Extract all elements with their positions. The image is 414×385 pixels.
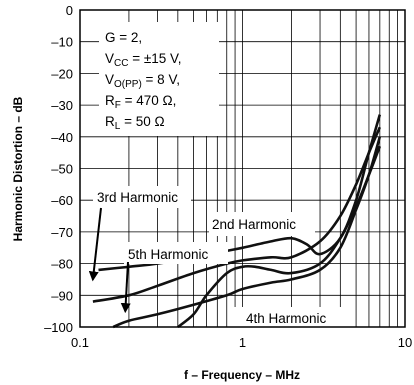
conditions-legend: G = 2, VCC = ±15 V, VO(PP) = 8 V, RF = 4… xyxy=(105,30,182,132)
annotation-4th-harmonic: 4th Harmonic xyxy=(246,311,327,326)
annotation-2nd-harmonic: 2nd Harmonic xyxy=(212,217,296,232)
y-axis-title: Harmonic Distortion – dB xyxy=(11,96,25,241)
condition-rl: RL = 50 Ω xyxy=(105,114,165,132)
x-tick-label: 1 xyxy=(239,335,246,350)
condition-gain: G = 2, xyxy=(105,30,142,45)
annotation-5th-bg xyxy=(124,242,228,264)
x-tick-label: 0.1 xyxy=(71,335,89,350)
y-tick-label: –20 xyxy=(51,66,73,81)
conditions-box xyxy=(99,22,219,136)
y-tick-label: –90 xyxy=(51,288,73,303)
y-tick-label: –50 xyxy=(51,162,73,177)
condition-rf: RF = 470 Ω, xyxy=(105,93,176,111)
condition-vcc: VCC = ±15 V, xyxy=(105,51,182,69)
y-tick-label: –70 xyxy=(51,225,73,240)
x-tick-label: 10 xyxy=(398,335,412,350)
y-tick-label: –30 xyxy=(51,98,73,113)
y-tick-label: –60 xyxy=(51,193,73,208)
annotation-4th-bg xyxy=(232,307,354,329)
x-axis-title: f – Frequency – MHz xyxy=(184,368,300,382)
plot-frame xyxy=(79,9,406,328)
y-tick-label: 0 xyxy=(66,3,73,18)
x-tick-labels: 0.1 1 10 xyxy=(71,335,412,350)
annotation-2nd-bg xyxy=(209,212,315,236)
y-tick-label: –40 xyxy=(51,130,73,145)
series-line-4th-harmonic xyxy=(112,136,382,329)
y-tick-label: –100 xyxy=(44,320,73,335)
arrow-5th-harmonic xyxy=(120,261,131,314)
series-lines xyxy=(92,114,382,329)
annotation-3rd-bg xyxy=(93,186,191,208)
arrow-3rd-harmonic xyxy=(88,207,102,282)
condition-vo: VO(PP) = 8 V, xyxy=(105,72,180,90)
y-tick-label: –10 xyxy=(51,35,73,50)
series-line-3rd-harmonic xyxy=(92,126,381,303)
annotation-3rd-harmonic: 3rd Harmonic xyxy=(97,190,178,205)
y-tick-labels: 0 –10 –20 –30 –40 –50 –60 –70 –80 –90 –100 xyxy=(44,3,73,335)
y-tick-label: –80 xyxy=(51,257,73,272)
annotation-arrows xyxy=(88,207,131,314)
annotation-5th-harmonic: 5th Harmonic xyxy=(128,247,209,262)
